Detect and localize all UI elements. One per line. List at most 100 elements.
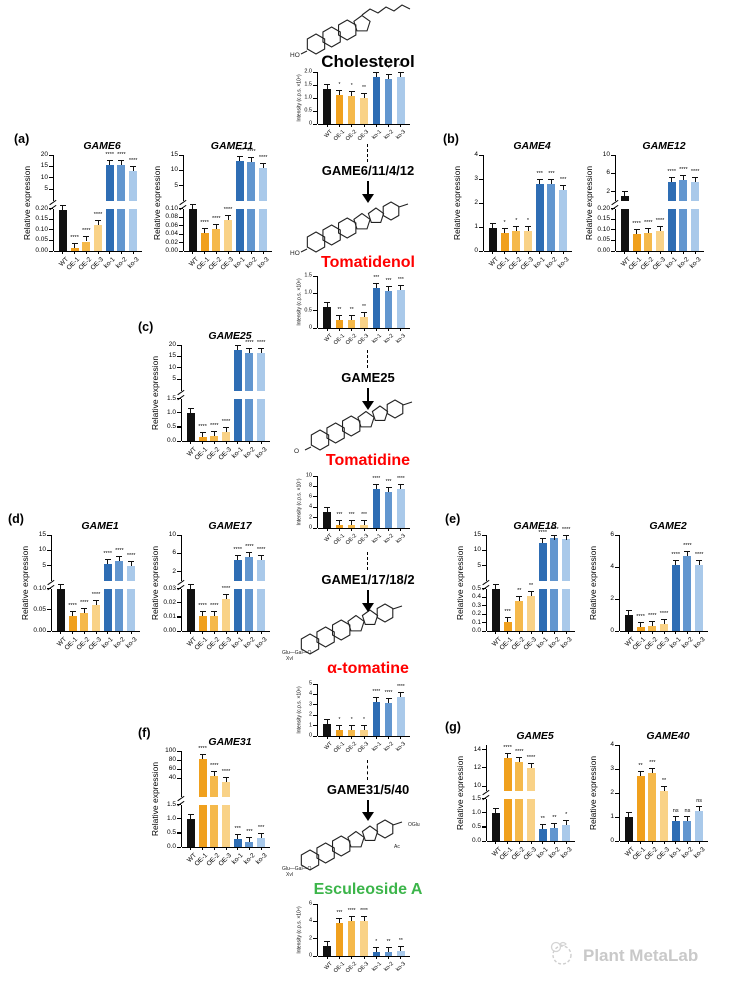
error-bar-stem <box>202 753 204 759</box>
tick-mark <box>615 534 619 536</box>
tick-mark <box>479 178 483 180</box>
decoration <box>353 14 371 32</box>
tick-label: 15 <box>170 150 178 158</box>
tick-label: 0.3 <box>471 601 481 609</box>
tick-label: 4 <box>308 503 312 510</box>
decoration <box>316 626 335 648</box>
x-tick-mark <box>190 847 192 850</box>
chart-game25: GAME25 Relative expression WT **** OE-1 **** O… <box>150 330 278 471</box>
bar-upper-segment <box>515 762 524 791</box>
tick-label: 2.0 <box>304 68 312 75</box>
bar <box>222 598 230 631</box>
bar-upper-segment <box>117 164 126 201</box>
tick-label: 10 <box>170 166 178 173</box>
x-tick-mark <box>388 328 390 331</box>
tick-mark <box>313 475 317 477</box>
decoration: Relative expression <box>588 545 599 621</box>
x-tick-mark <box>248 441 250 444</box>
bar-upper-segment <box>679 180 688 201</box>
tick-mark <box>177 768 181 770</box>
tick-mark <box>313 938 317 940</box>
tick-label: 0.5 <box>304 306 312 313</box>
tick-mark <box>177 412 181 414</box>
tick-label: 0.02 <box>165 238 178 246</box>
significance-label: *** <box>385 277 392 284</box>
error-bar-stem <box>326 719 328 725</box>
bar <box>335 730 344 736</box>
error-bar-stem <box>190 408 192 414</box>
tick-mark <box>47 549 51 551</box>
significance-label: * <box>338 717 341 724</box>
decoration: Intensity (c.p.s. ×10⁴) <box>296 906 303 954</box>
error-bar-stem <box>375 283 377 289</box>
chart-game2: GAME2 Relative expression WT **** OE-1 **** OE… <box>588 520 716 661</box>
tick-mark <box>615 566 619 568</box>
tick-mark <box>179 233 183 235</box>
error-bar-stem <box>550 179 552 185</box>
tick-label: 0.20 <box>597 204 610 212</box>
bar <box>488 227 497 251</box>
enzyme-label-game25: GAME25 <box>341 370 395 385</box>
decoration <box>331 619 351 641</box>
x-tick-mark <box>675 631 677 634</box>
tick-label: 60 <box>168 765 176 773</box>
error-bar-stem <box>72 611 74 617</box>
tick-label: 0.00 <box>35 246 48 254</box>
plant-metalab-logo-icon <box>546 938 576 973</box>
y-axis-line-upper <box>180 345 182 391</box>
x-tick-mark <box>120 251 122 254</box>
x-axis-label: OE-2 <box>344 129 358 143</box>
tick-mark <box>313 683 317 685</box>
x-axis-label: OE-2 <box>344 961 358 975</box>
decoration <box>361 609 379 626</box>
bar <box>660 790 668 841</box>
x-axis-label: ko-2 <box>680 846 695 860</box>
decoration <box>367 207 385 224</box>
error-bar-stem <box>518 595 520 601</box>
x-tick-mark <box>225 847 227 850</box>
x-axis-label: ko-3 <box>124 636 139 650</box>
error-bar-stem <box>326 83 328 89</box>
bar <box>667 208 676 251</box>
significance-label: *** <box>348 511 355 518</box>
tick-label: 6 <box>308 900 312 907</box>
tick-mark <box>479 250 483 252</box>
chart-body: Intensity (c.p.s. ×10⁶) WT ** OE-1 ** OE-2 ** O… <box>294 273 418 352</box>
error-bar-stem <box>375 697 377 703</box>
x-tick-mark <box>375 328 377 331</box>
x-axis-label: ko-2 <box>547 636 562 650</box>
bar <box>323 88 331 124</box>
chart-body: Intensity (c.p.s. ×10⁴) WT * OE-1 * OE-2 ** OE-… <box>294 65 418 148</box>
bar <box>503 621 512 631</box>
decoration <box>552 945 572 965</box>
error-bar-stem <box>130 561 132 567</box>
x-tick-mark <box>132 251 134 254</box>
x-tick-mark <box>202 441 204 444</box>
decoration <box>322 26 341 48</box>
x-tick-mark <box>225 631 227 634</box>
decoration <box>362 194 374 203</box>
x-tick-mark <box>60 631 62 634</box>
error-bar-stem <box>628 610 630 615</box>
error-bar-stem <box>492 222 494 228</box>
bar <box>679 208 688 251</box>
x-axis-label: ko-2 <box>383 741 395 753</box>
tick-mark <box>482 596 486 598</box>
error-bar-stem <box>388 946 390 952</box>
significance-label: ** <box>638 763 643 770</box>
tick-label: 0.20 <box>35 204 48 212</box>
tick-mark <box>313 123 317 125</box>
significance-label: **** <box>105 152 114 159</box>
tick-label: 0 <box>308 732 312 739</box>
x-tick-mark <box>130 631 132 634</box>
tick-mark <box>177 818 181 820</box>
bar <box>360 316 368 328</box>
error-bar-stem <box>542 537 544 543</box>
bar <box>247 208 256 251</box>
bar <box>384 290 393 328</box>
bar <box>620 208 629 251</box>
x-tick-mark <box>215 251 217 254</box>
tick-mark <box>47 630 51 632</box>
x-tick-mark <box>651 841 653 844</box>
x-tick-mark <box>640 841 642 844</box>
